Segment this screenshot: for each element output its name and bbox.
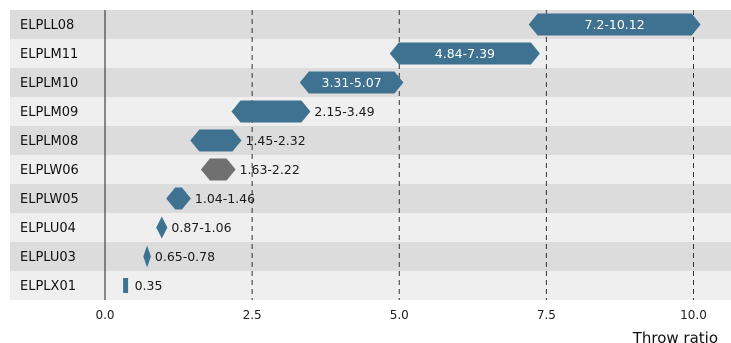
row-band — [10, 97, 731, 126]
x-tick-label: 10.0 — [680, 308, 707, 322]
range-bar — [123, 278, 129, 293]
range-bar — [156, 216, 168, 239]
range-bar — [190, 129, 242, 152]
row-band — [10, 155, 731, 184]
x-tick-label: 0.0 — [95, 308, 114, 322]
range-bar — [200, 158, 236, 181]
x-tick-label: 5.0 — [390, 308, 409, 322]
row-label: ELPLL08 — [20, 18, 74, 33]
row-band — [10, 39, 731, 68]
row-label: ELPLU04 — [20, 221, 76, 236]
row-label: ELPLW05 — [20, 192, 79, 207]
value-label: 1.63-2.22 — [240, 162, 300, 177]
row-band — [10, 184, 731, 213]
row-band — [10, 271, 731, 300]
range-bar — [143, 245, 151, 268]
row-label: ELPLX01 — [20, 279, 76, 294]
row-label: ELPLM08 — [20, 134, 78, 149]
value-label: 1.45-2.32 — [246, 133, 306, 148]
row-band — [10, 242, 731, 271]
x-tick-labels: 0.0 2.5 5.0 7.5 10.0 — [95, 308, 706, 322]
range-bar — [231, 100, 311, 123]
value-label: 0.35 — [135, 278, 163, 293]
value-label: 0.65-0.78 — [155, 249, 215, 264]
range-bar — [528, 13, 701, 36]
row-label: ELPLU03 — [20, 250, 76, 265]
row-label: ELPLM09 — [20, 105, 78, 120]
x-axis-title: Throw ratio — [632, 329, 718, 343]
row-label: ELPLW06 — [20, 163, 79, 178]
value-label: 3.31-5.07 — [322, 75, 382, 90]
x-tick-label: 2.5 — [243, 308, 262, 322]
value-label: 4.84-7.39 — [435, 46, 495, 61]
row-label: ELPLM11 — [20, 47, 78, 62]
range-bar — [389, 42, 540, 65]
range-bar — [299, 71, 404, 94]
value-label: 2.15-3.49 — [314, 104, 374, 119]
row-labels: ELPLL08 ELPLM11 ELPLM10 ELPLM09 ELPLM08 ELPLW… — [20, 18, 79, 294]
x-tick-label: 7.5 — [537, 308, 556, 322]
range-bars: 7.2-10.12 4.84-7.39 3.31-5.07 2.15-3.49 1.45… — [123, 13, 701, 293]
row-band — [10, 213, 731, 242]
row-band — [10, 126, 731, 155]
row-label: ELPLM10 — [20, 76, 78, 91]
range-bar — [166, 187, 191, 210]
value-label: 7.2-10.12 — [585, 17, 645, 32]
value-label: 1.04-1.46 — [195, 191, 255, 206]
row-bands — [10, 10, 731, 300]
value-label: 0.87-1.06 — [171, 220, 231, 235]
